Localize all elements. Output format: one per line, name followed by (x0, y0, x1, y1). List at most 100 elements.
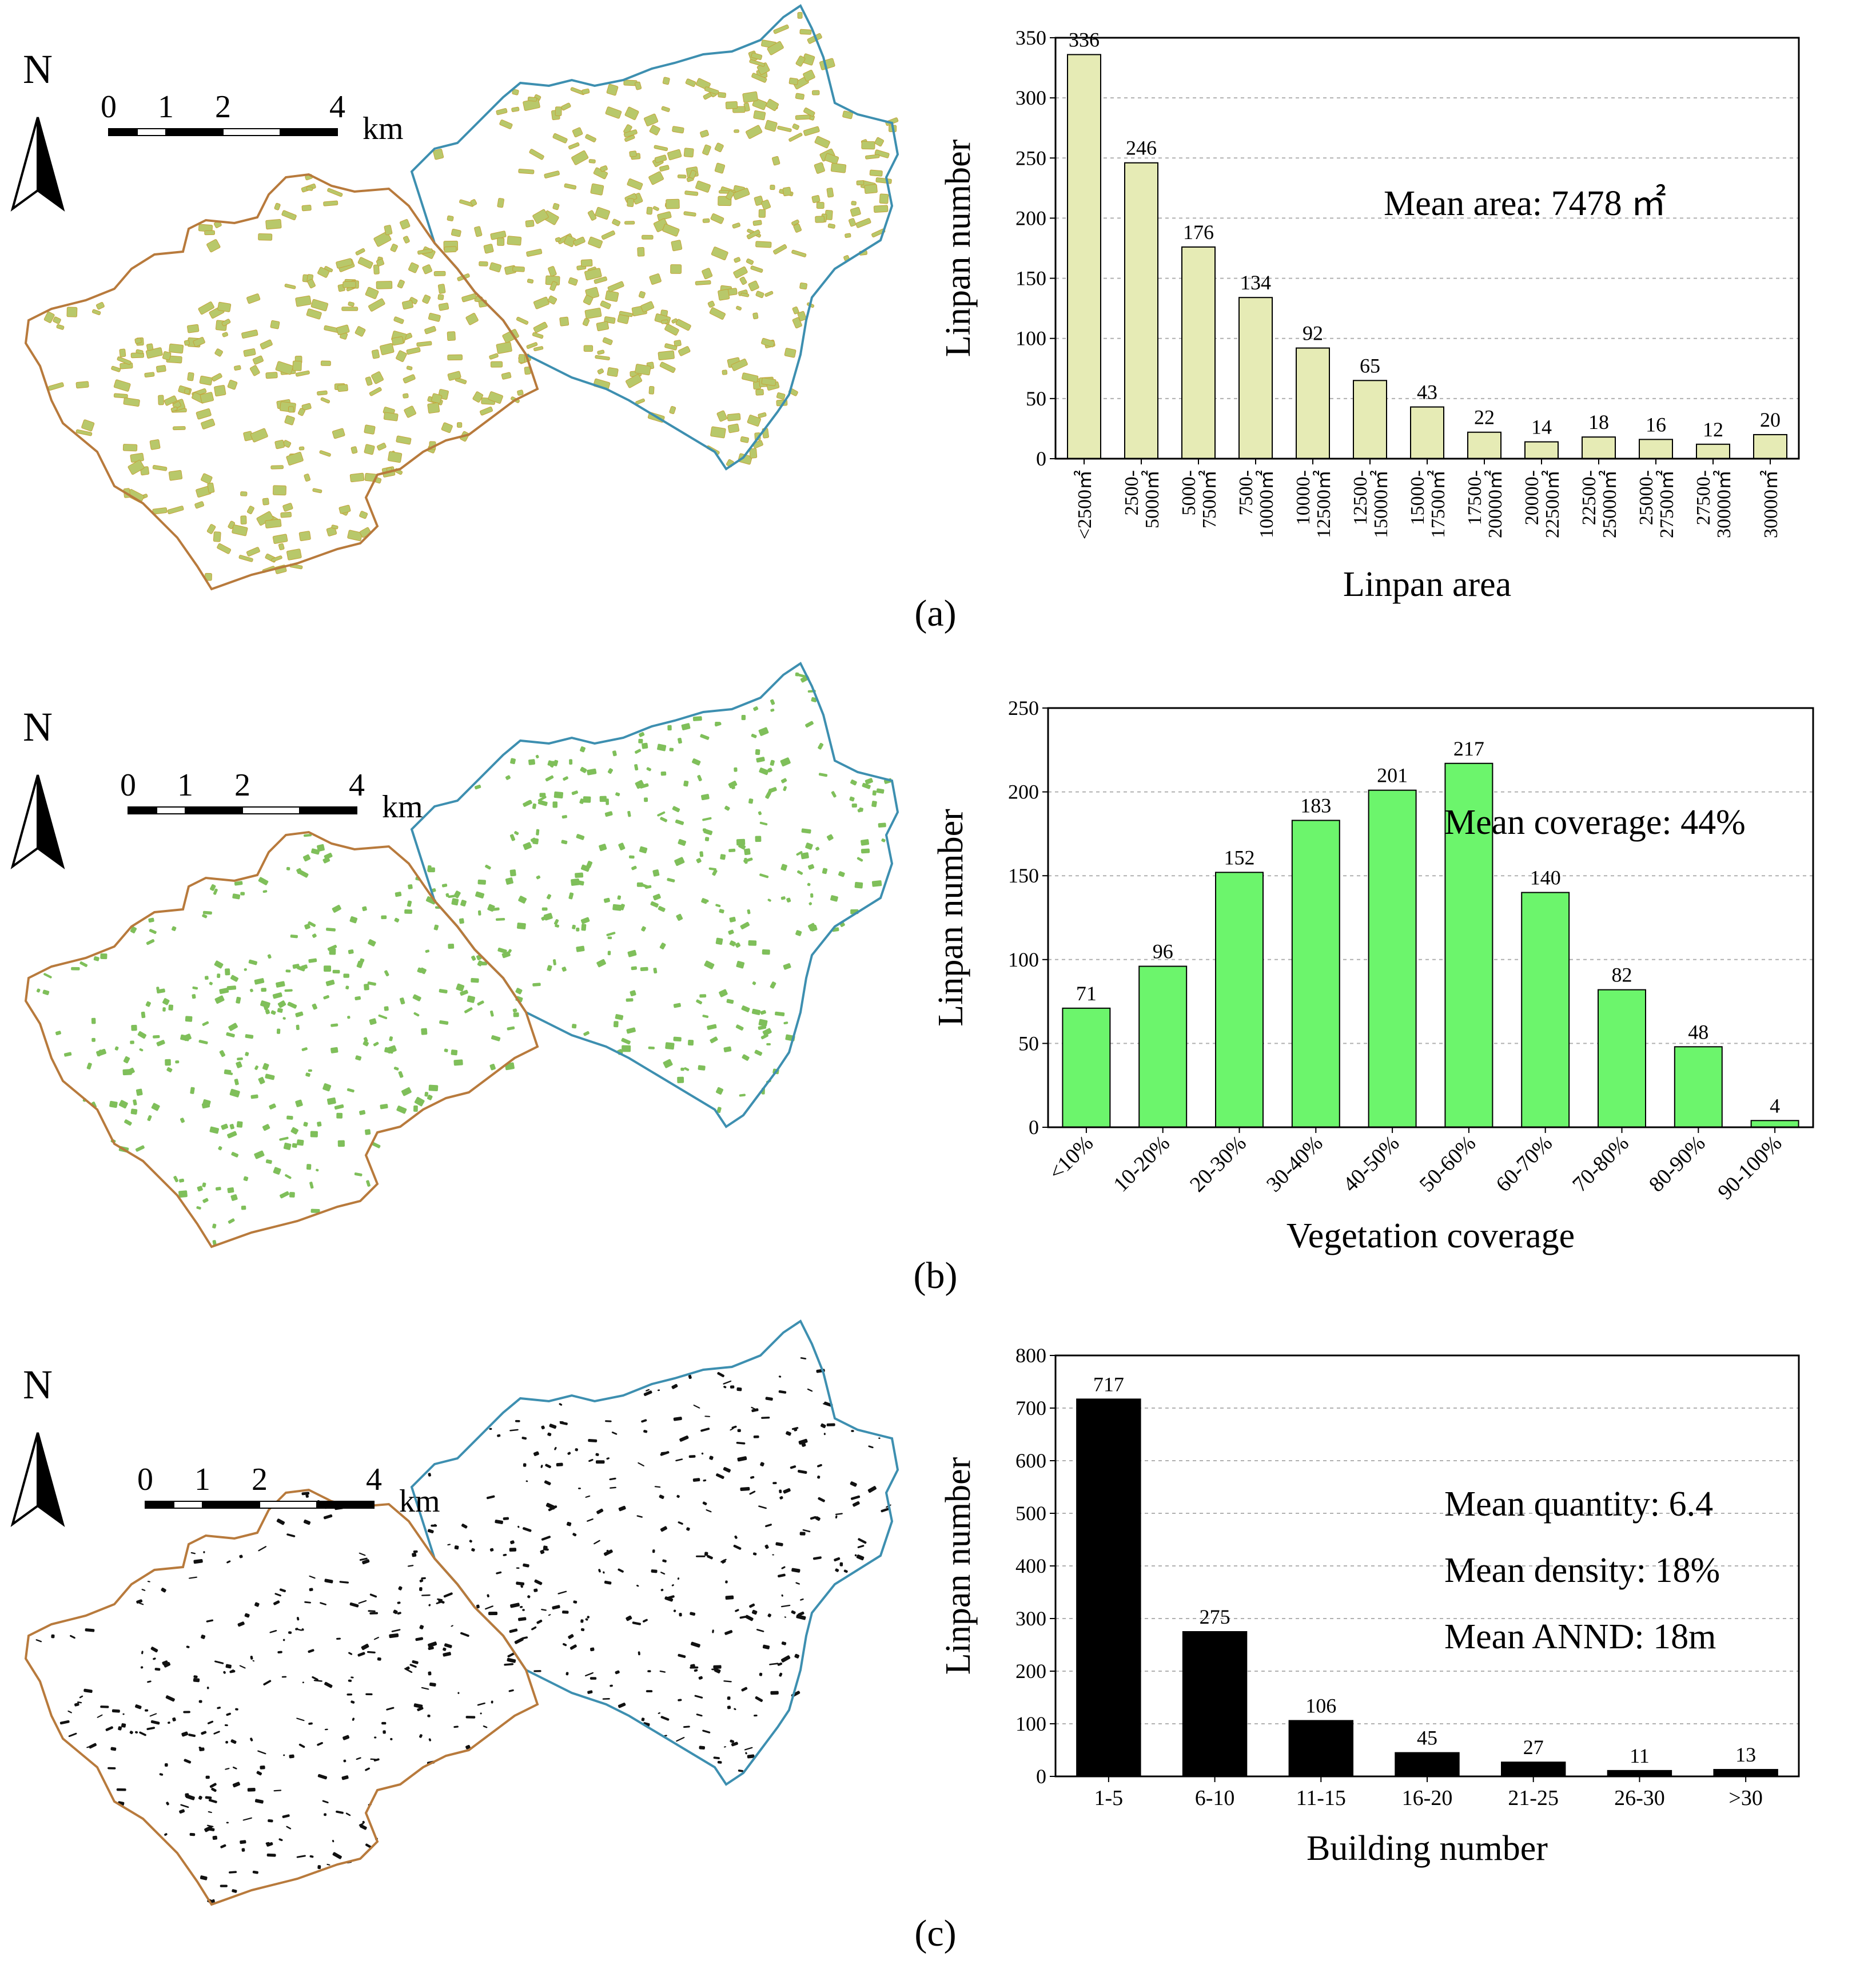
linpan-patch (369, 1612, 379, 1615)
linpan-patch (657, 743, 667, 752)
linpan-patch (336, 1637, 341, 1640)
linpan-patch (169, 343, 184, 354)
linpan-patch (359, 1823, 364, 1826)
linpan-patch (733, 266, 748, 279)
linpan-patch (369, 387, 382, 396)
linpan-patch (326, 526, 337, 536)
linpan-patch (549, 1424, 557, 1429)
linpan-patch (199, 1747, 205, 1751)
linpan-patch (759, 1672, 763, 1676)
y-tick-label: 100 (1008, 948, 1039, 971)
linpan-patch (740, 921, 750, 929)
linpan-patch (384, 1047, 394, 1054)
linpan-patch (378, 1014, 388, 1020)
linpan-patch (771, 156, 780, 166)
linpan-patch (180, 1804, 189, 1808)
linpan-patch (431, 1524, 437, 1527)
linpan-patch (800, 1599, 804, 1601)
linpan-patch (575, 872, 584, 878)
linpan-patch (162, 1007, 166, 1012)
linpan-patch (594, 1540, 600, 1545)
linpan-patch (484, 1605, 493, 1610)
linpan-patch (765, 1397, 773, 1401)
linpan-patch (444, 1048, 448, 1052)
linpan-patch (696, 999, 702, 1005)
linpan-patch (398, 1071, 404, 1078)
linpan-patch (202, 1182, 206, 1187)
linpan-patch (610, 1684, 613, 1687)
linpan-patch (355, 248, 365, 256)
linpan-patch (232, 893, 241, 900)
linpan-patch (362, 906, 367, 912)
bar (1288, 1720, 1354, 1777)
linpan-patch (507, 1652, 516, 1657)
linpan-patch (286, 1115, 293, 1120)
linpan-patch (349, 472, 365, 483)
linpan-patch (276, 1518, 285, 1525)
linpan-patch (699, 994, 707, 998)
linpan-patch (317, 1742, 323, 1746)
linpan-patch (606, 1457, 610, 1460)
linpan-patch (424, 326, 436, 335)
linpan-patch (42, 989, 50, 995)
linpan-patch (527, 279, 534, 284)
linpan-patch (214, 385, 226, 397)
linpan-patch (496, 341, 512, 354)
linpan-patch (200, 392, 214, 404)
bar (1291, 820, 1340, 1128)
linpan-patch (337, 1140, 345, 1147)
linpan-patch (736, 961, 745, 969)
linpan-patch (501, 372, 512, 380)
linpan-patch (247, 1787, 256, 1792)
linpan-patch (81, 419, 95, 432)
linpan-patch (490, 361, 503, 368)
linpan-patch (356, 1757, 361, 1760)
linpan-patch (795, 1582, 800, 1585)
linpan-patch (351, 1700, 355, 1704)
linpan-patch (347, 1016, 351, 1019)
y-axis-label: Linpan number (931, 809, 970, 1027)
linpan-patch (336, 1112, 343, 1119)
chart-annotation: Mean quantity: 6.4 (1444, 1485, 1713, 1524)
north-label: N (23, 704, 53, 750)
linpan-patch (516, 316, 529, 325)
linpan-patch (226, 1822, 229, 1824)
linpan-patch (526, 248, 543, 257)
linpan-patch (580, 917, 590, 924)
linpan-patch (198, 1040, 208, 1044)
bar (1753, 434, 1787, 460)
linpan-patch (427, 1529, 434, 1533)
bar-value-label: 20 (1760, 408, 1781, 431)
linpan-patch (793, 1428, 798, 1432)
linpan-patch (672, 126, 684, 134)
linpan-patch (752, 1552, 757, 1556)
bar-value-label: 176 (1183, 221, 1214, 244)
linpan-patch (496, 1571, 502, 1575)
scale-tick-label: 2 (215, 89, 231, 125)
linpan-patch (634, 81, 642, 90)
linpan-patch (232, 1766, 237, 1770)
linpan-patch (317, 1122, 322, 1127)
linpan-patch (683, 780, 689, 787)
linpan-patch (359, 1552, 366, 1556)
linpan-patch (533, 1670, 541, 1672)
linpan-patch (702, 144, 711, 156)
linpan-patch (427, 402, 440, 414)
linpan-patch (755, 291, 764, 299)
linpan-patch (642, 742, 648, 749)
linpan-patch (732, 222, 740, 229)
linpan-patch (529, 149, 544, 160)
linpan-patch (320, 397, 330, 404)
linpan-patch (658, 350, 675, 361)
linpan-patch (373, 1758, 380, 1762)
x-tick-label: 60-70% (1491, 1131, 1557, 1197)
linpan-patch (788, 77, 799, 85)
linpan-patch (850, 1481, 857, 1487)
linpan-patch (881, 838, 886, 842)
linpan-patch (835, 1568, 839, 1572)
linpan-patch (422, 264, 433, 275)
linpan-patch (146, 939, 155, 945)
scale-bar: 0 1 2 4km (120, 768, 423, 825)
linpan-patch (394, 917, 400, 923)
linpan-patch (279, 1588, 286, 1592)
